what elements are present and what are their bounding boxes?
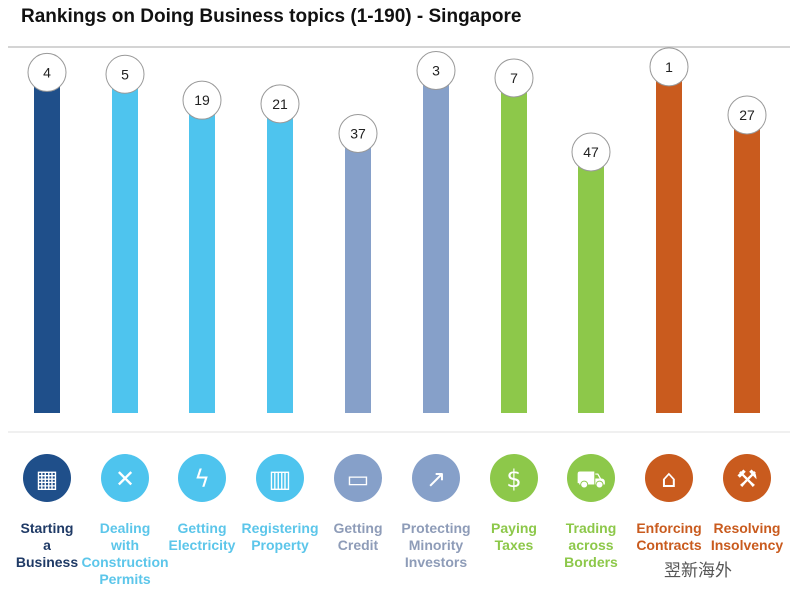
tick-label-line: Property — [251, 537, 309, 553]
value-badge — [727, 95, 767, 135]
bar — [34, 72, 60, 414]
data-label: 7 — [510, 70, 518, 86]
data-label: 21 — [272, 96, 288, 112]
money-icon: $ — [506, 465, 521, 493]
data-label: 19 — [194, 92, 210, 108]
tick-label-line: Electricity — [169, 537, 236, 553]
tick-label-line: Borders — [564, 554, 618, 570]
tick-label-line: Minority — [409, 537, 464, 553]
tick-label-line: Business — [16, 554, 78, 570]
tick-label-line: Protecting — [401, 520, 470, 536]
category-label: Dealing with Construction Permits — [81, 520, 168, 587]
tick-label-line: Trading — [566, 520, 617, 536]
value-badge — [105, 54, 145, 94]
bar — [267, 103, 293, 413]
data-label: 1 — [665, 59, 673, 75]
bar — [189, 100, 215, 414]
value-badge — [338, 113, 378, 153]
category-icon-circle — [23, 454, 71, 502]
building-icon: ▥ — [269, 465, 292, 493]
bar — [423, 70, 449, 414]
tick-label-line: Paying — [491, 520, 537, 536]
bar — [112, 74, 138, 413]
category-label: Getting Credit — [334, 520, 383, 553]
category-label: Trading across Borders — [564, 520, 618, 570]
truck-icon: ⛟ — [576, 465, 606, 493]
tick-label-line: Investors — [405, 554, 467, 570]
tick-label-line: Resolving — [714, 520, 781, 536]
tick-label-line: Insolvency — [711, 537, 784, 553]
bar-group: 37 ▭ Getting Credit — [334, 113, 383, 553]
category-label: Enforcing Contracts — [636, 520, 702, 553]
category-icon-circle — [723, 454, 771, 502]
bar-group: 21 ▥ Registering Property — [241, 84, 319, 553]
category-label: Starting a Business — [16, 520, 78, 570]
lightning-icon: ϟ — [194, 465, 210, 493]
tick-label-line: with — [110, 537, 139, 553]
data-label: 27 — [739, 107, 755, 123]
bar-group: 7 $ Paying Taxes — [490, 58, 538, 553]
tick-label-line: Credit — [338, 537, 379, 553]
category-label: Resolving Insolvency — [711, 520, 784, 553]
bar — [501, 77, 527, 413]
category-icon-circle — [101, 454, 149, 502]
data-label: 4 — [43, 64, 51, 80]
tick-label-line: across — [568, 537, 613, 553]
tick-label-line: Starting — [21, 520, 74, 536]
bar-group: 4 ▦ Starting a Business — [16, 52, 78, 570]
category-label: Registering Property — [241, 520, 318, 553]
bar-group: 1 ⌂ Enforcing Contracts — [636, 47, 702, 553]
category-icon-circle — [567, 454, 615, 502]
data-label: 3 — [432, 63, 440, 79]
storefront-icon: ▦ — [36, 465, 59, 493]
tick-label-line: Enforcing — [636, 520, 701, 536]
value-badge — [571, 132, 611, 172]
tick-label-line: a — [43, 537, 51, 553]
tick-label-line: Contracts — [636, 537, 702, 553]
watermark: 翌新海外 — [664, 561, 732, 580]
gavel-icon: ⚒ — [736, 465, 758, 493]
category-icon-circle — [334, 454, 382, 502]
wrench-screwdriver-icon: ✕ — [115, 465, 135, 493]
value-badge — [27, 52, 67, 92]
tick-label-line: Getting — [178, 520, 227, 536]
category-label: Getting Electricity — [169, 520, 236, 553]
bar — [656, 66, 682, 413]
chart-title: Rankings on Doing Business topics (1-190… — [21, 6, 522, 27]
category-icon-circle — [645, 454, 693, 502]
category-icon-circle — [412, 454, 460, 502]
bar — [345, 133, 371, 413]
courthouse-icon: ⌂ — [661, 465, 676, 493]
tick-label-line: Taxes — [495, 537, 534, 553]
category-label: Paying Taxes — [491, 520, 537, 553]
bar — [578, 151, 604, 413]
bar-group: 19 ϟ Getting Electricity — [169, 80, 236, 553]
category-icon-circle — [256, 454, 304, 502]
tick-label-line: Permits — [99, 571, 151, 587]
tick-label-line: Dealing — [100, 520, 151, 536]
value-badge — [416, 51, 456, 91]
category-icon-circle — [490, 454, 538, 502]
value-badge — [494, 58, 534, 98]
category-icon-circle — [178, 454, 226, 502]
data-label: 47 — [583, 144, 599, 160]
category-label: Protecting Minority Investors — [401, 520, 470, 570]
value-badge — [649, 47, 689, 87]
value-badge — [182, 80, 222, 120]
tick-label-line: Registering — [241, 520, 318, 536]
data-label: 37 — [350, 125, 366, 141]
credit-card-icon: ▭ — [347, 465, 370, 493]
value-badge — [260, 84, 300, 124]
data-label: 5 — [121, 66, 129, 82]
bar-group: 3 ↗ Protecting Minority Investors — [401, 51, 471, 570]
bar-group: 5 ✕ Dealing with Construction Permits — [81, 54, 169, 587]
bar-group: 47 ⛟ Trading across Borders — [564, 132, 618, 570]
bar — [734, 114, 760, 413]
bar-group: 27 ⚒ Resolving Insolvency — [711, 95, 784, 553]
trend-up-icon: ↗ — [426, 465, 446, 493]
tick-label-line: Construction — [81, 554, 168, 570]
tick-label-line: Getting — [334, 520, 383, 536]
